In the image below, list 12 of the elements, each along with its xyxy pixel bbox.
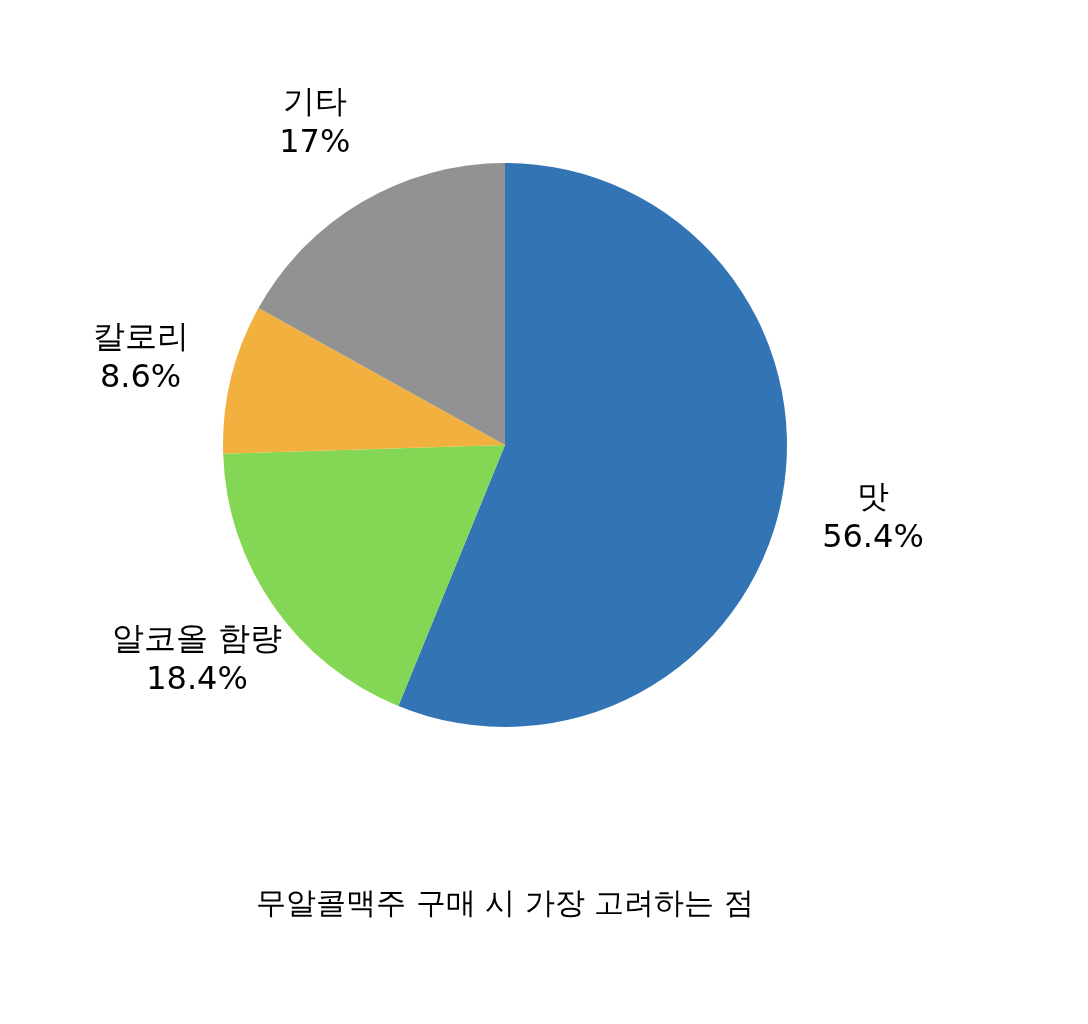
data-label: 56.4% <box>822 517 924 556</box>
pie-slice <box>258 163 505 445</box>
slice-label: 기타 <box>282 81 347 120</box>
slice-label: 칼로리 <box>92 316 189 355</box>
pie-slice <box>223 308 505 454</box>
data-label: 17% <box>279 121 351 160</box>
pie-slice <box>398 163 787 727</box>
data-label: 18.4% <box>146 658 248 697</box>
text: 무알콜맥주 구매 시 가장 고려하는 점 <box>256 885 754 920</box>
data-label: 8.6% <box>99 356 182 395</box>
slice-label: 맛 <box>856 477 889 516</box>
slice-label: 알코올 함량 <box>111 618 283 657</box>
